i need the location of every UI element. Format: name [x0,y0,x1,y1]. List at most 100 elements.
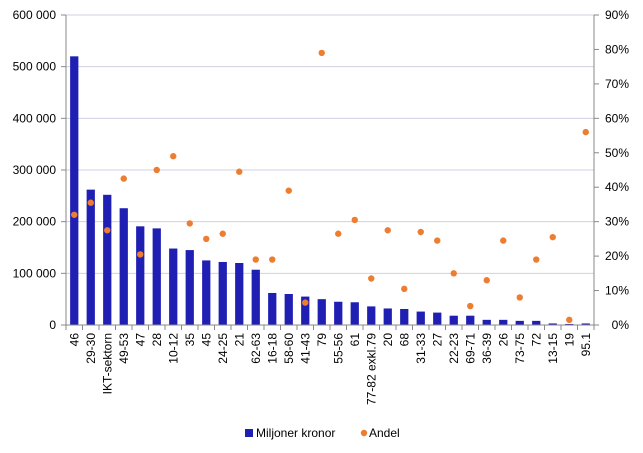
left-tick-label: 300 000 [13,163,57,177]
right-tick-label: 50% [605,146,629,160]
point [351,216,358,224]
legend: Miljoner kronor Andel [245,426,400,440]
left-tick-label: 600 000 [13,8,57,22]
bar [119,208,128,325]
point [137,251,144,258]
bar [499,319,508,325]
x-axis-tick-labels: 46 29-30 IKT-sektorn 49-53 47 28 10-12 35 45 24-2… [67,333,593,405]
bar [152,228,161,325]
x-tick-label: 62-63 [249,333,263,364]
bar-series-miljoner-kronor [70,56,590,325]
x-tick-label: 69-71 [463,333,477,364]
gridlines [66,14,594,274]
bar [185,250,194,325]
legend-label-andel: Andel [369,426,400,440]
point [236,168,243,175]
x-tick-label: 10-12 [166,333,180,364]
point [302,299,309,306]
point [170,153,177,160]
left-tick-label: 500 000 [13,60,57,74]
bar [86,189,95,325]
right-tick-label: 90% [605,8,629,22]
legend-swatch-miljoner-kronor [245,429,253,437]
x-tick-label: 21 [232,333,246,347]
right-tick-label: 80% [605,42,629,56]
bar [284,294,293,325]
point [467,302,474,310]
x-tick-label: 26 [496,333,510,347]
bar [103,194,112,325]
right-axis-tick-labels: 0% 10% 20% 30% 40% 50% 60% 70% 80% 90% [605,8,629,332]
x-tick-label: 79 [315,333,329,347]
point [582,128,589,136]
x-tick-label: 58-60 [282,333,296,364]
bar [482,319,491,325]
right-tick-label: 30% [605,215,629,229]
point [384,227,391,234]
x-tick-label: 29-30 [84,333,98,364]
right-tick-label: 60% [605,111,629,125]
point [252,256,259,263]
bar [400,308,409,325]
point [483,277,490,284]
x-tick-label: 24-25 [216,333,230,364]
x-tick-label: 41-43 [298,333,312,364]
x-tick-label: 22-23 [447,333,461,364]
right-tick-label: 70% [605,77,629,91]
bar [449,315,458,325]
x-tick-label: 73-75 [513,333,527,364]
bar [235,263,244,325]
point [335,230,342,237]
axes [61,14,599,330]
x-tick-label: 61 [348,333,362,347]
point [318,49,325,57]
point [533,256,540,263]
x-tick-label: IKT-sektorn [100,333,114,394]
bar [581,323,590,325]
point [368,275,375,282]
x-tick-label: 47 [133,333,147,347]
x-tick-label: 16-18 [265,333,279,364]
point [549,233,556,241]
x-tick-label: 35 [183,333,197,347]
x-tick-label: 27 [430,333,444,347]
point [566,316,573,324]
left-tick-label: 400 000 [13,111,57,125]
x-tick-label: 31-33 [414,333,428,364]
x-tick-label: 72 [529,333,543,347]
x-tick-label: 36-39 [480,333,494,364]
left-axis-tick-labels: 0 100 000 200 000 300 000 400 000 500 000 600 … [13,8,57,332]
bar [169,248,178,325]
point [417,228,424,236]
point [203,235,210,243]
right-tick-label: 20% [605,249,629,263]
bar [317,299,326,325]
x-tick-label: 13-15 [546,333,560,364]
right-tick-label: 40% [605,180,629,194]
x-tick-label: 68 [397,333,411,347]
bar [416,311,425,325]
bar [70,56,79,325]
x-tick-label: 19 [562,333,576,347]
scatter-series-andel [71,49,589,324]
bar [334,301,343,325]
point [434,237,441,244]
point [186,220,193,227]
bar [136,226,145,325]
point [285,187,292,194]
x-tick-label: 45 [199,333,213,347]
point [401,285,408,293]
bar [433,312,442,325]
legend-swatch-andel [360,429,368,437]
bar [218,261,227,325]
point [500,237,507,244]
right-tick-label: 0% [612,318,630,332]
right-tick-label: 10% [605,284,629,298]
x-tick-label: 49-53 [117,333,131,364]
bar [367,306,376,325]
point [104,227,111,234]
bar [350,302,359,325]
left-tick-label: 100 000 [13,266,57,280]
point [269,256,276,263]
bar [301,296,310,325]
